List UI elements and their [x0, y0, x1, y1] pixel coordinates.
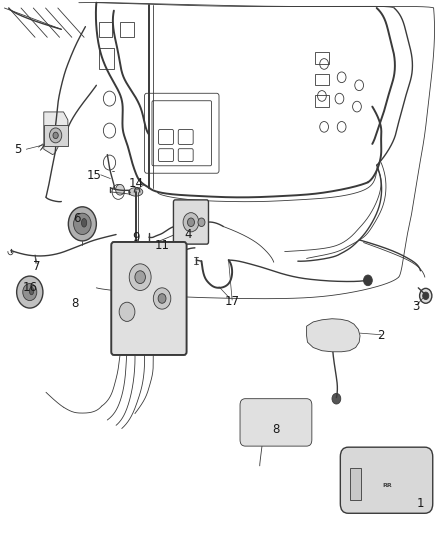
- Circle shape: [116, 184, 124, 195]
- Circle shape: [129, 264, 151, 290]
- Circle shape: [183, 213, 199, 232]
- Text: 17: 17: [225, 295, 240, 308]
- Text: RR: RR: [382, 482, 392, 488]
- Ellipse shape: [129, 188, 143, 196]
- Bar: [350, 468, 361, 500]
- FancyBboxPatch shape: [240, 399, 312, 446]
- Bar: [315, 95, 328, 107]
- Bar: [315, 74, 328, 85]
- Text: 1: 1: [417, 497, 424, 510]
- Text: 7: 7: [33, 260, 41, 273]
- Circle shape: [198, 218, 205, 227]
- FancyBboxPatch shape: [111, 242, 187, 355]
- Text: 8: 8: [272, 423, 279, 435]
- Text: 16: 16: [22, 281, 37, 294]
- Bar: [120, 22, 134, 37]
- Circle shape: [153, 288, 171, 309]
- Circle shape: [187, 218, 194, 227]
- Circle shape: [74, 213, 91, 235]
- Text: 9: 9: [132, 231, 140, 244]
- Ellipse shape: [81, 219, 87, 227]
- Text: 11: 11: [155, 239, 170, 252]
- Circle shape: [158, 294, 166, 303]
- Text: 15: 15: [87, 169, 102, 182]
- Circle shape: [420, 288, 432, 303]
- Text: 2: 2: [377, 329, 385, 342]
- Circle shape: [68, 207, 96, 241]
- Text: 6: 6: [73, 212, 81, 225]
- Text: 3: 3: [413, 300, 420, 313]
- Circle shape: [332, 393, 341, 404]
- Circle shape: [53, 132, 58, 139]
- Bar: [315, 52, 328, 64]
- Text: 8: 8: [71, 297, 78, 310]
- Circle shape: [23, 284, 37, 301]
- Polygon shape: [44, 112, 68, 155]
- Circle shape: [135, 271, 145, 284]
- Text: 5: 5: [14, 143, 21, 156]
- Bar: [99, 22, 112, 37]
- Circle shape: [423, 292, 429, 300]
- Bar: [99, 48, 114, 69]
- FancyBboxPatch shape: [340, 447, 433, 513]
- Ellipse shape: [29, 287, 34, 295]
- Circle shape: [49, 128, 62, 143]
- Bar: [44, 125, 68, 146]
- Text: 4: 4: [184, 228, 192, 241]
- Circle shape: [119, 302, 135, 321]
- Polygon shape: [307, 319, 360, 352]
- Circle shape: [364, 275, 372, 286]
- Text: 14: 14: [128, 177, 143, 190]
- FancyBboxPatch shape: [173, 200, 208, 244]
- Circle shape: [17, 276, 43, 308]
